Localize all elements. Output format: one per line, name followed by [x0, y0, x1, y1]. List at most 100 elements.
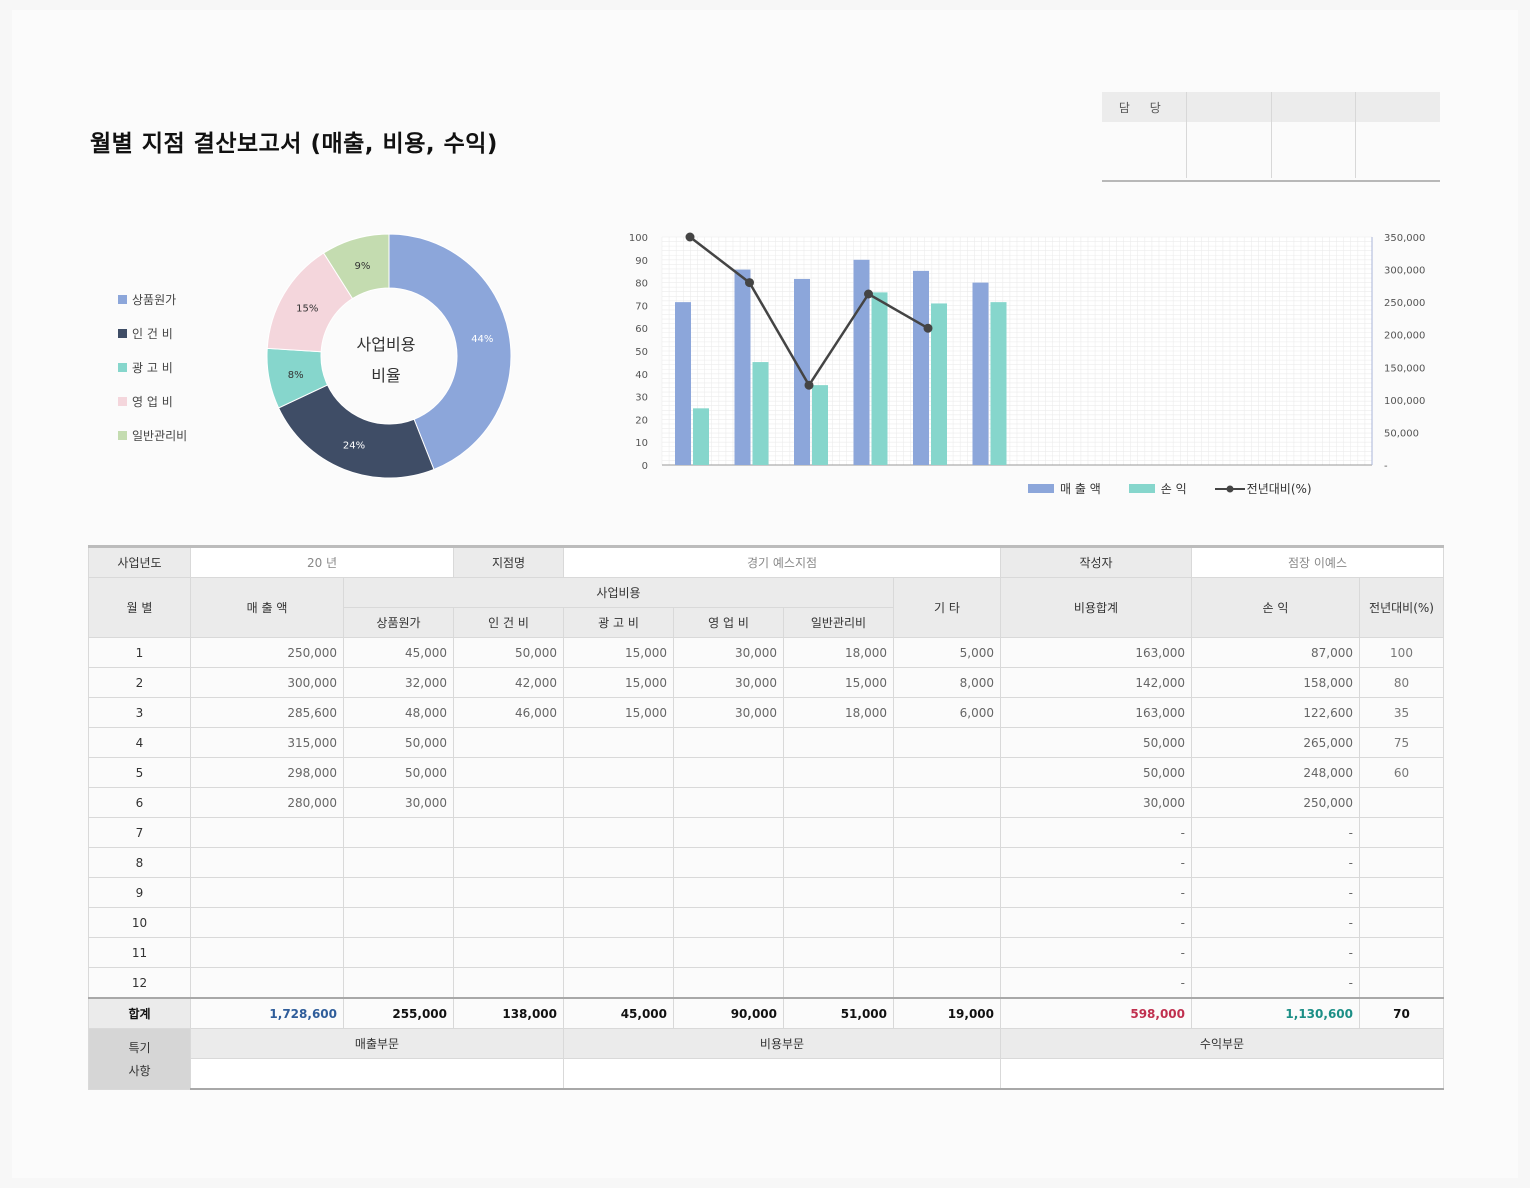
- sales-cell[interactable]: [190, 937, 344, 968]
- etc-cell[interactable]: [893, 937, 1001, 968]
- sales-exp-cell[interactable]: [673, 877, 784, 908]
- cost-total-cell[interactable]: 163,000: [1000, 637, 1192, 668]
- sales-exp-cell[interactable]: [673, 817, 784, 848]
- sales-cell[interactable]: [190, 967, 344, 999]
- ad-cell[interactable]: [563, 847, 674, 878]
- goods-cost-cell[interactable]: 32,000: [343, 667, 454, 698]
- approval-sign-cell[interactable]: [1102, 122, 1187, 178]
- yoy-cell[interactable]: [1358, 967, 1445, 999]
- admin-cell[interactable]: [783, 877, 894, 908]
- labor-cell[interactable]: [453, 937, 564, 968]
- profit-cell[interactable]: 250,000: [1191, 787, 1360, 818]
- etc-cell[interactable]: [893, 757, 1001, 788]
- yoy-cell[interactable]: 60: [1358, 757, 1445, 788]
- yoy-cell[interactable]: 80: [1358, 667, 1445, 698]
- ad-cell[interactable]: [563, 907, 674, 938]
- cost-total-cell[interactable]: -: [1000, 937, 1192, 968]
- sales-cell[interactable]: 315,000: [190, 727, 344, 758]
- yoy-cell[interactable]: 75: [1358, 727, 1445, 758]
- labor-cell[interactable]: [453, 757, 564, 788]
- yoy-cell[interactable]: [1358, 877, 1445, 908]
- etc-cell[interactable]: [893, 817, 1001, 848]
- sales-exp-cell[interactable]: 30,000: [673, 697, 784, 728]
- goods-cost-cell[interactable]: [343, 937, 454, 968]
- sales-exp-cell[interactable]: 30,000: [673, 637, 784, 668]
- labor-cell[interactable]: 50,000: [453, 637, 564, 668]
- author-value[interactable]: 점장 이예스: [1190, 545, 1445, 578]
- sales-exp-cell[interactable]: 30,000: [673, 667, 784, 698]
- cost-total-cell[interactable]: -: [1000, 817, 1192, 848]
- admin-cell[interactable]: [783, 937, 894, 968]
- sales-exp-cell[interactable]: [673, 847, 784, 878]
- yoy-cell[interactable]: 35: [1358, 697, 1445, 728]
- sales-cell[interactable]: 298,000: [190, 757, 344, 788]
- labor-cell[interactable]: [453, 877, 564, 908]
- admin-cell[interactable]: [783, 907, 894, 938]
- yoy-cell[interactable]: [1358, 937, 1445, 968]
- goods-cost-cell[interactable]: [343, 847, 454, 878]
- ad-cell[interactable]: [563, 787, 674, 818]
- ad-cell[interactable]: [563, 937, 674, 968]
- yoy-cell[interactable]: [1358, 907, 1445, 938]
- sales-exp-cell[interactable]: [673, 937, 784, 968]
- cost-total-cell[interactable]: 163,000: [1000, 697, 1192, 728]
- profit-cell[interactable]: 87,000: [1191, 637, 1360, 668]
- notes-sales-field[interactable]: [190, 1058, 564, 1090]
- yoy-cell[interactable]: [1358, 787, 1445, 818]
- admin-cell[interactable]: [783, 847, 894, 878]
- ad-cell[interactable]: 15,000: [563, 667, 674, 698]
- sales-exp-cell[interactable]: [673, 727, 784, 758]
- goods-cost-cell[interactable]: 50,000: [343, 727, 454, 758]
- goods-cost-cell[interactable]: 50,000: [343, 757, 454, 788]
- cost-total-cell[interactable]: 50,000: [1000, 757, 1192, 788]
- admin-cell[interactable]: [783, 787, 894, 818]
- labor-cell[interactable]: [453, 907, 564, 938]
- profit-cell[interactable]: 265,000: [1191, 727, 1360, 758]
- notes-profit-field[interactable]: [999, 1058, 1445, 1090]
- labor-cell[interactable]: [453, 847, 564, 878]
- approval-sign-cell[interactable]: [1187, 122, 1272, 178]
- etc-cell[interactable]: [893, 847, 1001, 878]
- admin-cell[interactable]: 18,000: [783, 637, 894, 668]
- sales-cell[interactable]: 285,600: [190, 697, 344, 728]
- goods-cost-cell[interactable]: 48,000: [343, 697, 454, 728]
- cost-total-cell[interactable]: 50,000: [1000, 727, 1192, 758]
- profit-cell[interactable]: -: [1191, 937, 1360, 968]
- labor-cell[interactable]: 46,000: [453, 697, 564, 728]
- sales-cell[interactable]: [190, 907, 344, 938]
- admin-cell[interactable]: [783, 727, 894, 758]
- labor-cell[interactable]: [453, 817, 564, 848]
- profit-cell[interactable]: 248,000: [1191, 757, 1360, 788]
- sales-cell[interactable]: 250,000: [190, 637, 344, 668]
- sales-cell[interactable]: [190, 817, 344, 848]
- etc-cell[interactable]: 8,000: [893, 667, 1001, 698]
- profit-cell[interactable]: -: [1191, 847, 1360, 878]
- etc-cell[interactable]: [893, 907, 1001, 938]
- yoy-cell[interactable]: 100: [1358, 637, 1445, 668]
- ad-cell[interactable]: [563, 727, 674, 758]
- profit-cell[interactable]: -: [1191, 817, 1360, 848]
- etc-cell[interactable]: 6,000: [893, 697, 1001, 728]
- etc-cell[interactable]: [893, 877, 1001, 908]
- branch-value[interactable]: 경기 예스지점: [563, 545, 1001, 578]
- ad-cell[interactable]: 15,000: [563, 697, 674, 728]
- ad-cell[interactable]: [563, 757, 674, 788]
- sales-cell[interactable]: 300,000: [190, 667, 344, 698]
- yoy-cell[interactable]: [1358, 817, 1445, 848]
- goods-cost-cell[interactable]: [343, 907, 454, 938]
- goods-cost-cell[interactable]: 45,000: [343, 637, 454, 668]
- labor-cell[interactable]: 42,000: [453, 667, 564, 698]
- goods-cost-cell[interactable]: [343, 877, 454, 908]
- goods-cost-cell[interactable]: [343, 967, 454, 999]
- cost-total-cell[interactable]: 30,000: [1000, 787, 1192, 818]
- approval-sign-cell[interactable]: [1272, 122, 1357, 178]
- profit-cell[interactable]: -: [1191, 967, 1360, 999]
- etc-cell[interactable]: [893, 727, 1001, 758]
- sales-cell[interactable]: 280,000: [190, 787, 344, 818]
- admin-cell[interactable]: [783, 967, 894, 999]
- cost-total-cell[interactable]: -: [1000, 907, 1192, 938]
- labor-cell[interactable]: [453, 787, 564, 818]
- profit-cell[interactable]: -: [1191, 907, 1360, 938]
- admin-cell[interactable]: [783, 757, 894, 788]
- cost-total-cell[interactable]: -: [1000, 877, 1192, 908]
